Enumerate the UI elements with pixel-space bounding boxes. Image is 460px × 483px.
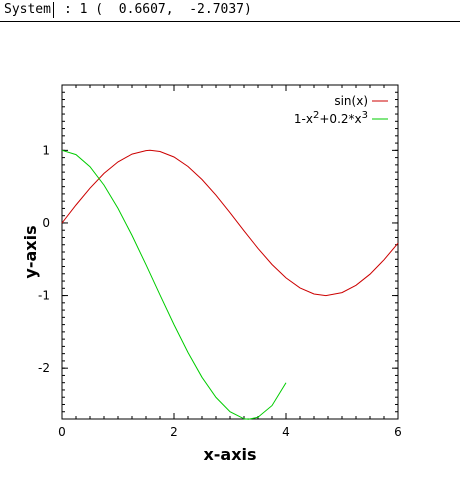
legend: sin(x) 1-x2+0.2*x3 [294, 94, 388, 126]
y-axis-title: y-axis [21, 225, 40, 278]
x-tick-label: 0 [58, 425, 66, 439]
x-tick-label: 6 [394, 425, 402, 439]
x-tick-label: 2 [170, 425, 178, 439]
legend-label-sin: sin(x) [334, 94, 368, 108]
status-bar: System : 1 ( 0.6607, -2.7037) [0, 0, 460, 22]
y-tick-label: 0 [42, 216, 50, 230]
series-line-poly [61, 149, 287, 420]
legend-poly-part-2: +0.2*x [319, 112, 361, 126]
y-tick-label: -1 [38, 289, 50, 303]
y-tick-label: -2 [38, 361, 50, 375]
x-tick-labels: 0 2 4 6 [58, 425, 402, 439]
legend-label-poly: 1-x2+0.2*x3 [294, 110, 368, 126]
series-line-sin [61, 149, 399, 297]
legend-poly-sup-2: 2 [313, 110, 319, 121]
y-tick-labels: 1 0 -1 -2 [38, 143, 50, 375]
coordinate-readout: : 1 ( 0.6607, -2.7037) [64, 2, 252, 17]
system-menu-label[interactable]: System [2, 2, 54, 18]
x-tick-label: 4 [282, 425, 290, 439]
y-tick-label: 1 [42, 143, 50, 157]
legend-poly-part-1: 1-x [294, 112, 313, 126]
plot-frame [61, 84, 399, 420]
legend-poly-sup-3: 3 [362, 110, 368, 121]
series-lines [61, 149, 399, 420]
axis-ticks [61, 84, 399, 420]
x-axis-title: x-axis [203, 445, 256, 464]
